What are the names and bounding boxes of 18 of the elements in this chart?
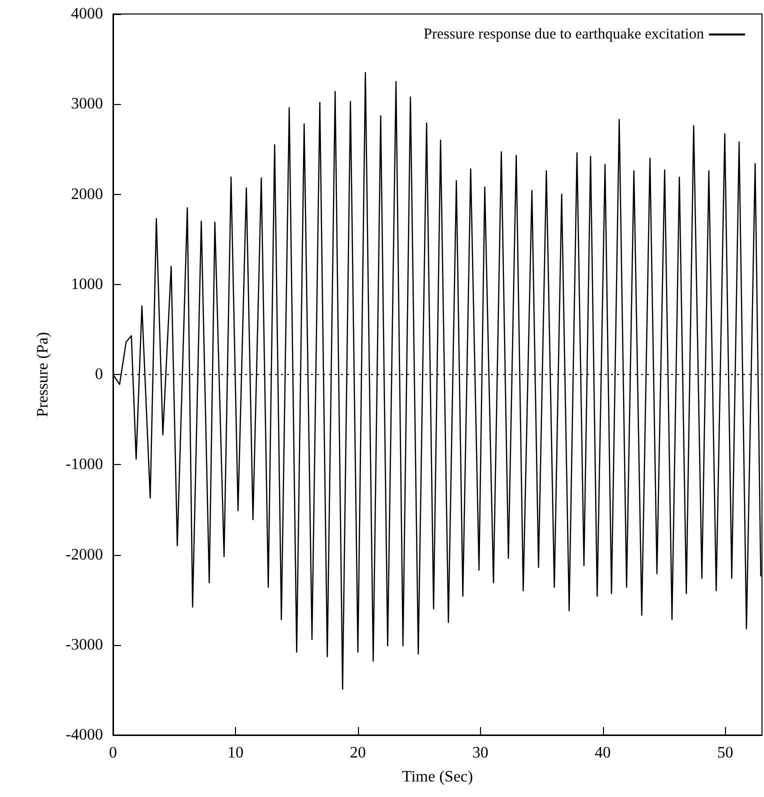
y-tick-label: -3000 (66, 636, 103, 654)
y-tick-label: -1000 (66, 456, 103, 474)
y-tick-label: -4000 (66, 726, 103, 744)
x-tick-label: 40 (594, 744, 611, 762)
y-axis-title: Pressure (Pa) (34, 332, 52, 417)
x-tick-label: 50 (717, 744, 734, 762)
y-tick-label: 0 (95, 366, 103, 383)
x-tick-label: 20 (350, 744, 366, 762)
x-tick-label: 0 (109, 744, 117, 762)
y-tick-label: 3000 (71, 96, 103, 113)
legend-label: Pressure response due to earthquake excitation (424, 26, 704, 42)
y-tick-label: -2000 (66, 546, 103, 564)
y-tick-label: 1000 (71, 276, 103, 293)
y-tick-label: 4000 (71, 6, 103, 22)
x-tick-label: 30 (472, 744, 488, 762)
x-tick-label: 10 (227, 744, 244, 762)
x-axis-title: Time (Sec) (402, 768, 473, 786)
y-tick-label: 2000 (71, 186, 103, 203)
